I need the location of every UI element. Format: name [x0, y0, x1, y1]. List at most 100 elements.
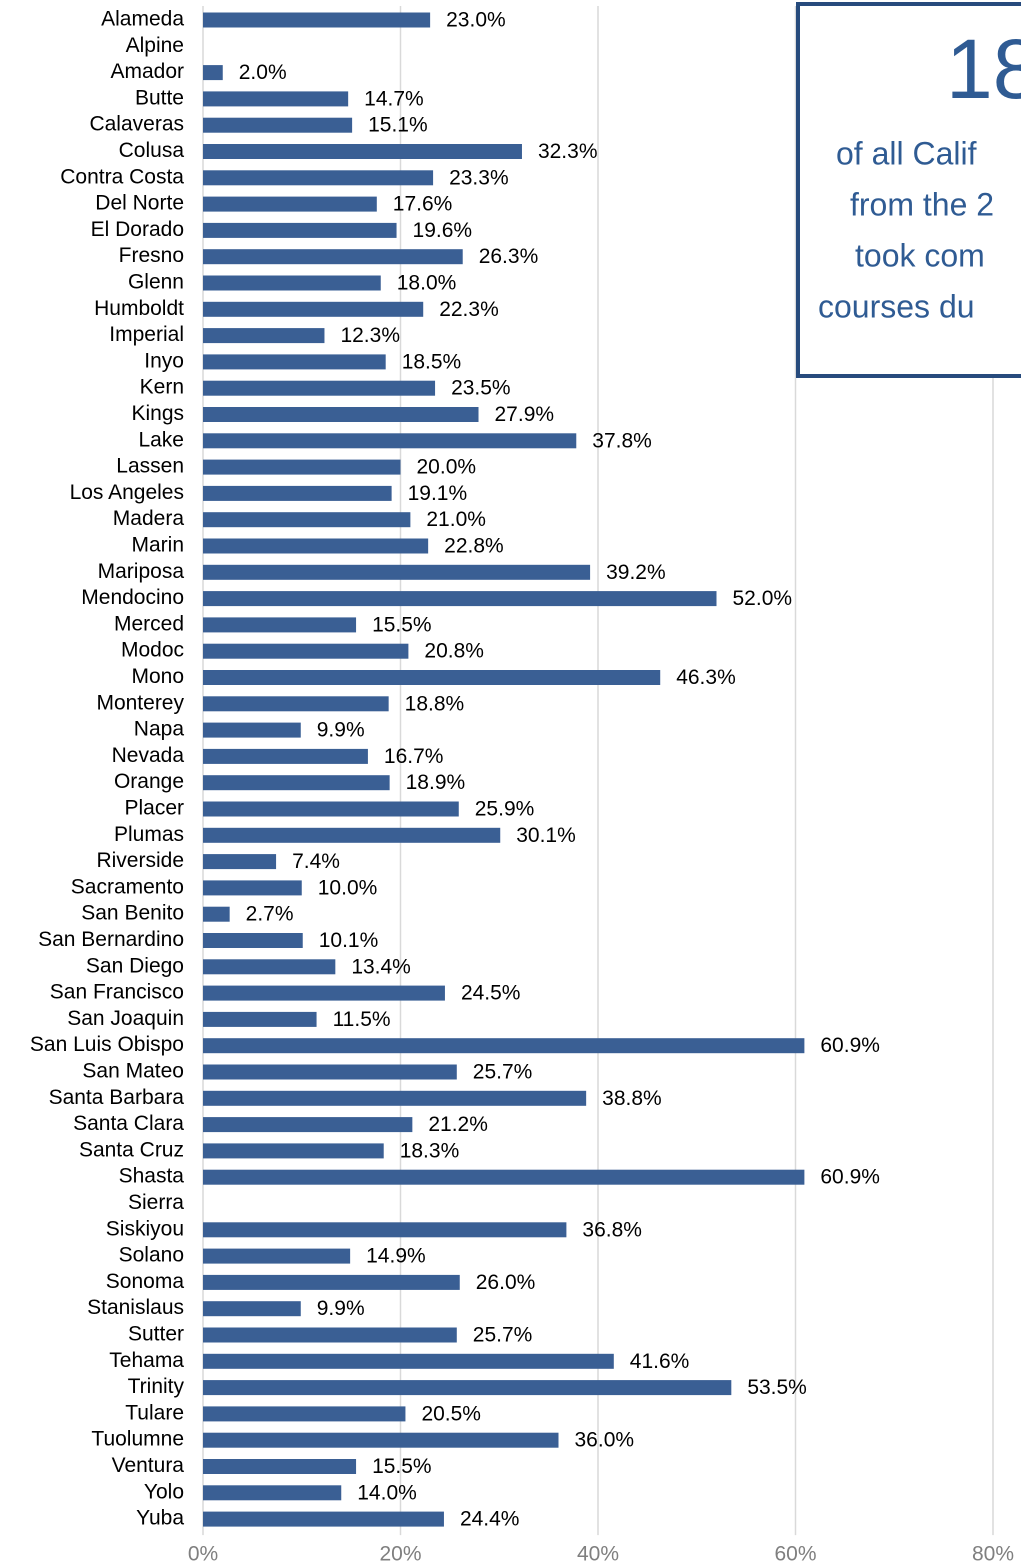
value-label: 26.3% [479, 245, 539, 268]
y-tick-label: Shasta [119, 1165, 185, 1188]
value-label: 36.0% [575, 1429, 635, 1452]
bar [203, 1169, 805, 1185]
bar [203, 1511, 444, 1527]
value-label: 18.3% [400, 1139, 460, 1162]
y-tick-label: San Joaquin [67, 1007, 184, 1030]
bar [203, 407, 479, 422]
bar [203, 170, 434, 186]
value-label: 18.8% [405, 692, 465, 715]
value-label: 17.6% [393, 193, 453, 216]
y-tick-label: Mariposa [98, 560, 185, 583]
bar [203, 301, 424, 317]
bar [203, 538, 429, 554]
bar [203, 485, 392, 501]
y-tick-label: Contra Costa [60, 165, 184, 188]
y-tick-label: Santa Clara [73, 1112, 184, 1135]
value-label: 38.8% [602, 1087, 662, 1110]
value-label: 19.1% [408, 482, 468, 505]
value-label: 13.4% [351, 955, 411, 978]
bar [203, 1274, 460, 1290]
bar [203, 1459, 357, 1474]
value-label: 41.6% [630, 1350, 690, 1373]
value-label: 20.8% [424, 640, 484, 663]
value-label: 14.0% [357, 1481, 417, 1504]
y-tick-label: Ventura [112, 1454, 185, 1477]
value-label: 2.0% [239, 61, 287, 84]
callout-text: courses du [818, 288, 975, 324]
y-tick-label: San Bernardino [38, 928, 184, 951]
y-tick-label: Del Norte [95, 192, 184, 215]
y-tick-label: Sutter [128, 1323, 184, 1346]
y-tick-label: Merced [114, 612, 184, 635]
bar [203, 433, 577, 449]
y-tick-label: Yuba [136, 1507, 184, 1530]
bar [203, 1117, 413, 1133]
bar [203, 985, 445, 1001]
bar [203, 1064, 457, 1080]
value-label: 14.7% [364, 87, 424, 110]
bar [203, 1011, 317, 1027]
bar [203, 854, 277, 870]
y-tick-label: Lassen [116, 455, 184, 478]
y-tick-label: Stanislaus [87, 1296, 184, 1319]
y-tick-label: Mono [131, 665, 184, 688]
value-label: 11.5% [333, 1008, 391, 1031]
bar [203, 591, 717, 607]
value-label: 10.0% [318, 876, 378, 899]
value-label: 23.3% [449, 166, 509, 189]
value-label: 23.5% [451, 377, 511, 400]
bar [203, 906, 230, 922]
bar [203, 144, 522, 159]
bar [203, 775, 390, 791]
y-tick-label: San Francisco [50, 981, 184, 1004]
value-label: 21.0% [426, 508, 486, 531]
callout-text: from the 2 [850, 186, 994, 222]
value-label: 9.9% [317, 1297, 365, 1320]
bar [203, 564, 591, 580]
value-label: 39.2% [606, 561, 666, 584]
bar [203, 1380, 732, 1396]
callout-number: 18 [946, 22, 1021, 116]
value-label: 32.3% [538, 140, 598, 163]
y-tick-label: Humboldt [94, 297, 184, 320]
x-tick-label: 0% [188, 1543, 218, 1566]
y-tick-label: Siskiyou [106, 1217, 184, 1240]
value-label: 18.0% [397, 272, 457, 295]
bar [203, 1485, 342, 1501]
value-label: 25.7% [473, 1061, 533, 1084]
bar [203, 249, 463, 265]
value-label: 20.0% [417, 456, 477, 479]
bar [203, 827, 501, 843]
bar [203, 1301, 301, 1317]
value-label: 22.8% [444, 535, 504, 558]
y-tick-label: San Diego [86, 954, 184, 977]
bar [203, 275, 381, 291]
callout-text: of all Calif [836, 135, 977, 171]
x-tick-label: 60% [774, 1543, 816, 1566]
value-label: 46.3% [676, 666, 736, 689]
bar [203, 117, 353, 133]
bar [203, 1090, 587, 1106]
value-label: 24.5% [461, 982, 521, 1005]
value-label: 60.9% [820, 1166, 880, 1189]
value-label: 52.0% [733, 587, 793, 610]
bar [203, 65, 223, 81]
bar [203, 1406, 406, 1422]
value-label: 26.0% [476, 1271, 536, 1294]
value-label: 30.1% [516, 824, 576, 847]
y-tick-label: San Benito [81, 902, 184, 925]
y-tick-label: Orange [114, 770, 184, 793]
y-tick-label: Imperial [109, 323, 184, 346]
value-label: 14.9% [366, 1245, 426, 1268]
value-label: 18.5% [402, 350, 462, 373]
bar [203, 512, 411, 528]
value-label: 19.6% [413, 219, 473, 242]
bar [203, 801, 459, 817]
bar [203, 328, 325, 344]
y-tick-label: San Mateo [82, 1060, 184, 1083]
bar [203, 222, 397, 238]
y-tick-label: Madera [113, 507, 185, 530]
y-tick-label: Yolo [144, 1480, 184, 1503]
y-tick-label: Calaveras [89, 113, 184, 136]
y-tick-label: Marin [131, 534, 184, 557]
